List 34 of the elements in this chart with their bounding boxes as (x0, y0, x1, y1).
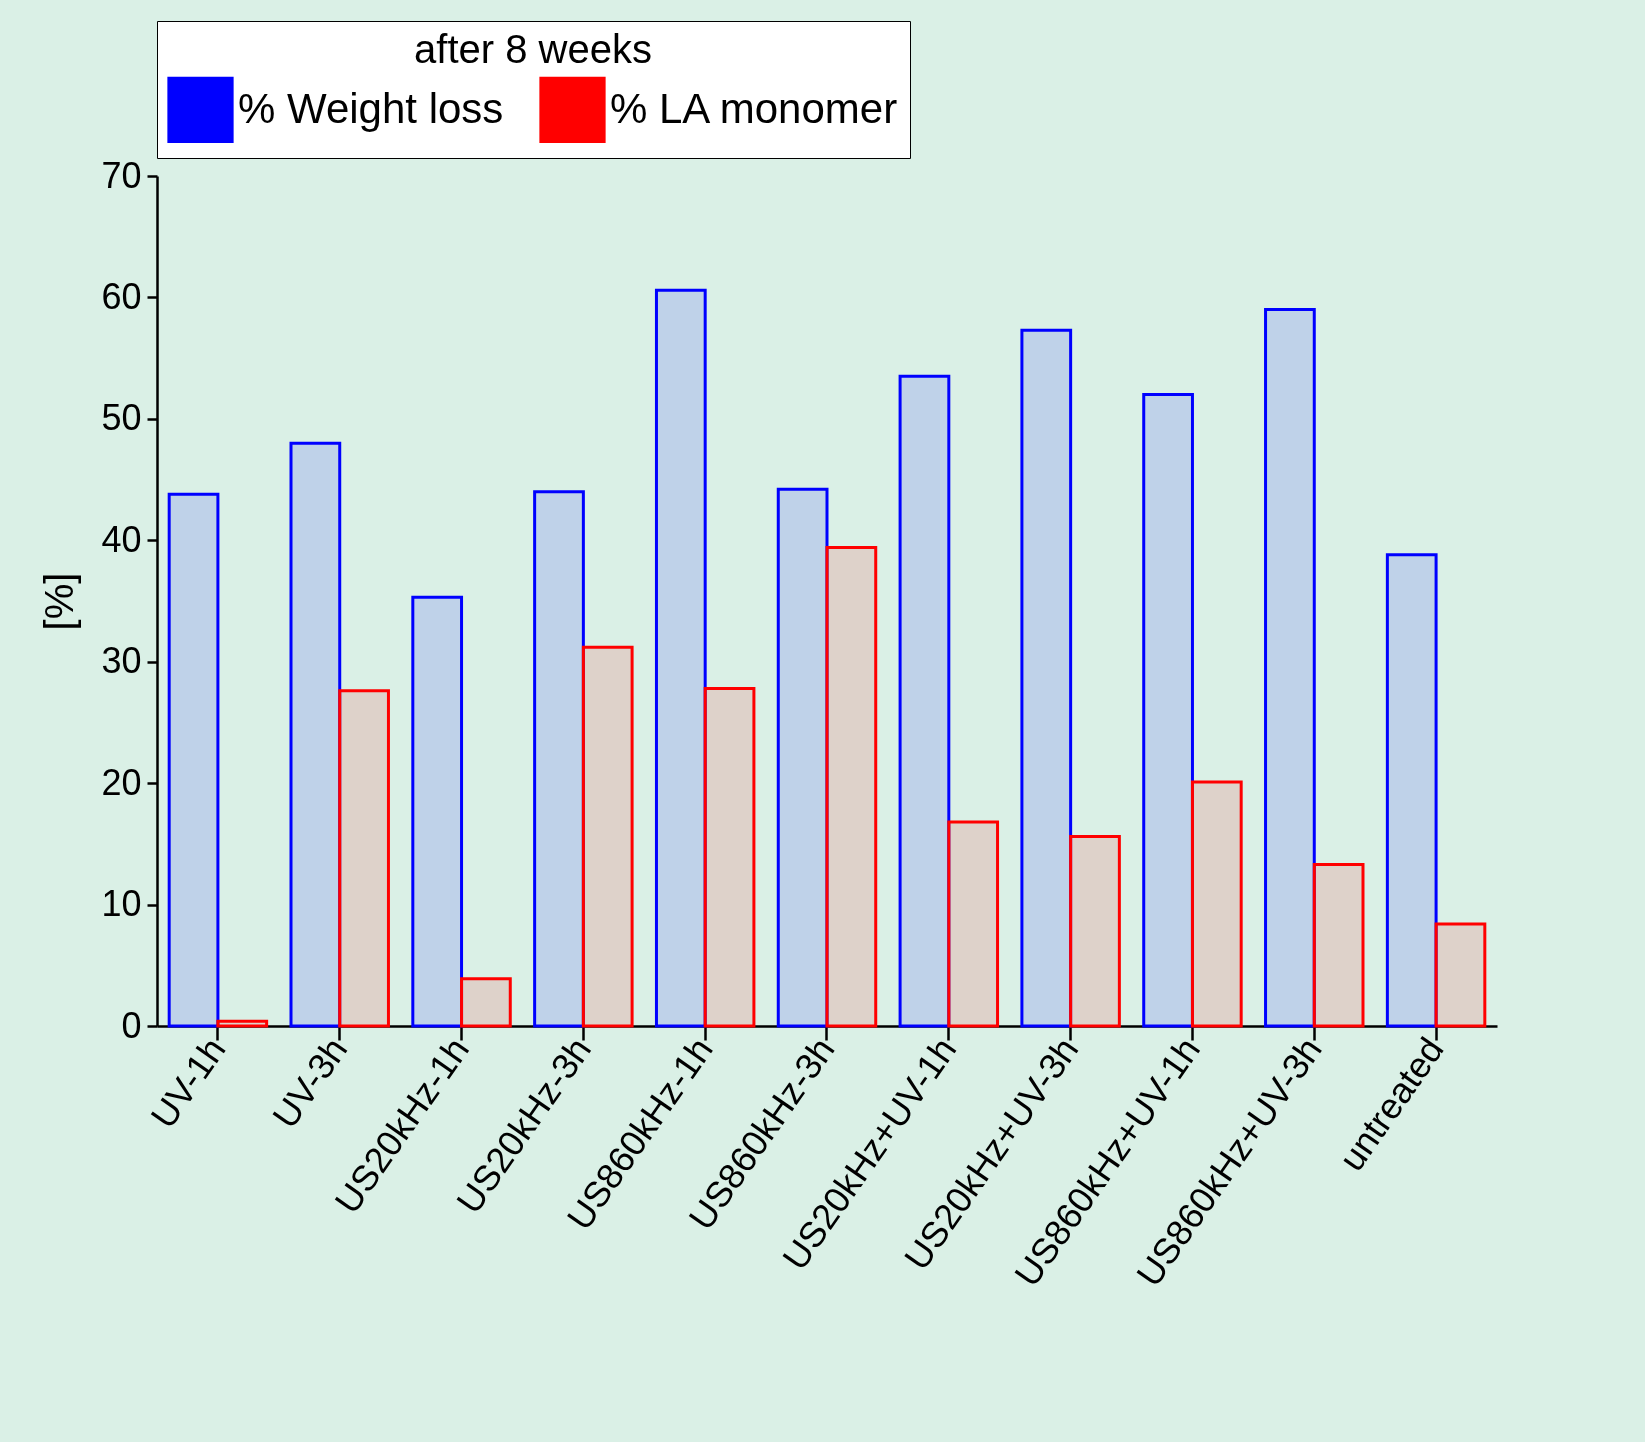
y-tick-label: 10 (101, 883, 142, 925)
bar (1020, 328, 1073, 1028)
y-tick-label: 20 (101, 761, 142, 803)
bar (1264, 308, 1316, 1028)
y-tick-label: 50 (101, 397, 142, 439)
legend-label: % Weight loss (238, 84, 504, 132)
bar (581, 645, 634, 1028)
legend-label: % LA monomer (610, 84, 898, 132)
y-tick-label: 40 (101, 518, 142, 560)
legend-title: after 8 weeks (414, 27, 652, 71)
y-axis-title: [%] (37, 572, 82, 631)
bar (776, 487, 829, 1028)
bar (167, 492, 220, 1028)
bar (1312, 863, 1365, 1028)
bar (1434, 922, 1487, 1028)
y-tick-label: 60 (101, 275, 142, 317)
bar (825, 546, 878, 1028)
y-tick-label: 70 (101, 154, 142, 196)
bar (338, 689, 390, 1028)
bar (654, 288, 707, 1028)
bar (1069, 835, 1121, 1028)
bar (533, 490, 585, 1028)
bar (460, 977, 512, 1028)
bar (411, 595, 464, 1028)
bar (1385, 553, 1438, 1028)
y-tick-label: 30 (101, 640, 142, 682)
y-tick-label: 0 (121, 1004, 142, 1046)
bar (1142, 393, 1194, 1028)
bar (947, 820, 1000, 1028)
bar (898, 374, 951, 1028)
bar (216, 1019, 269, 1028)
bar (1190, 780, 1243, 1028)
bar (703, 686, 756, 1028)
bar (289, 441, 342, 1028)
